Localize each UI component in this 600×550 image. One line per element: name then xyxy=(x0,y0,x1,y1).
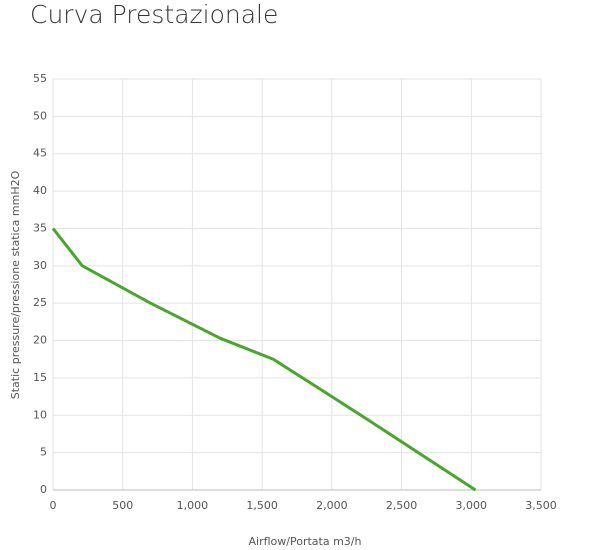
x-tick-label: 2,500 xyxy=(386,499,418,512)
y-tick-label: 25 xyxy=(33,296,47,309)
y-tick-label: 5 xyxy=(40,446,47,459)
x-tick-label: 3,000 xyxy=(456,499,488,512)
y-tick-label: 55 xyxy=(33,72,47,85)
y-tick-label: 20 xyxy=(33,334,47,347)
x-tick-label: 2,000 xyxy=(316,499,348,512)
y-axis-label: Static pressure/pressione statica mmH2O xyxy=(9,170,22,399)
x-tick-label: 1,000 xyxy=(177,499,209,512)
y-tick-label: 15 xyxy=(33,371,47,384)
x-axis-label: Airflow/Portata m3/h xyxy=(249,535,362,548)
y-tick-label: 10 xyxy=(33,408,47,421)
y-tick-label: 40 xyxy=(33,184,47,197)
y-tick-label: 50 xyxy=(33,109,47,122)
y-tick-label: 30 xyxy=(33,259,47,272)
x-tick-label: 1,500 xyxy=(246,499,278,512)
x-tick-label: 500 xyxy=(112,499,133,512)
chart-title: Curva Prestazionale xyxy=(30,0,279,29)
x-tick-label: 0 xyxy=(50,499,57,512)
data-line xyxy=(51,227,477,492)
x-tick-label: 3,500 xyxy=(525,499,557,512)
y-tick-label: 35 xyxy=(33,221,47,234)
y-tick-label: 45 xyxy=(33,147,47,160)
y-tick-label: 0 xyxy=(40,483,47,496)
